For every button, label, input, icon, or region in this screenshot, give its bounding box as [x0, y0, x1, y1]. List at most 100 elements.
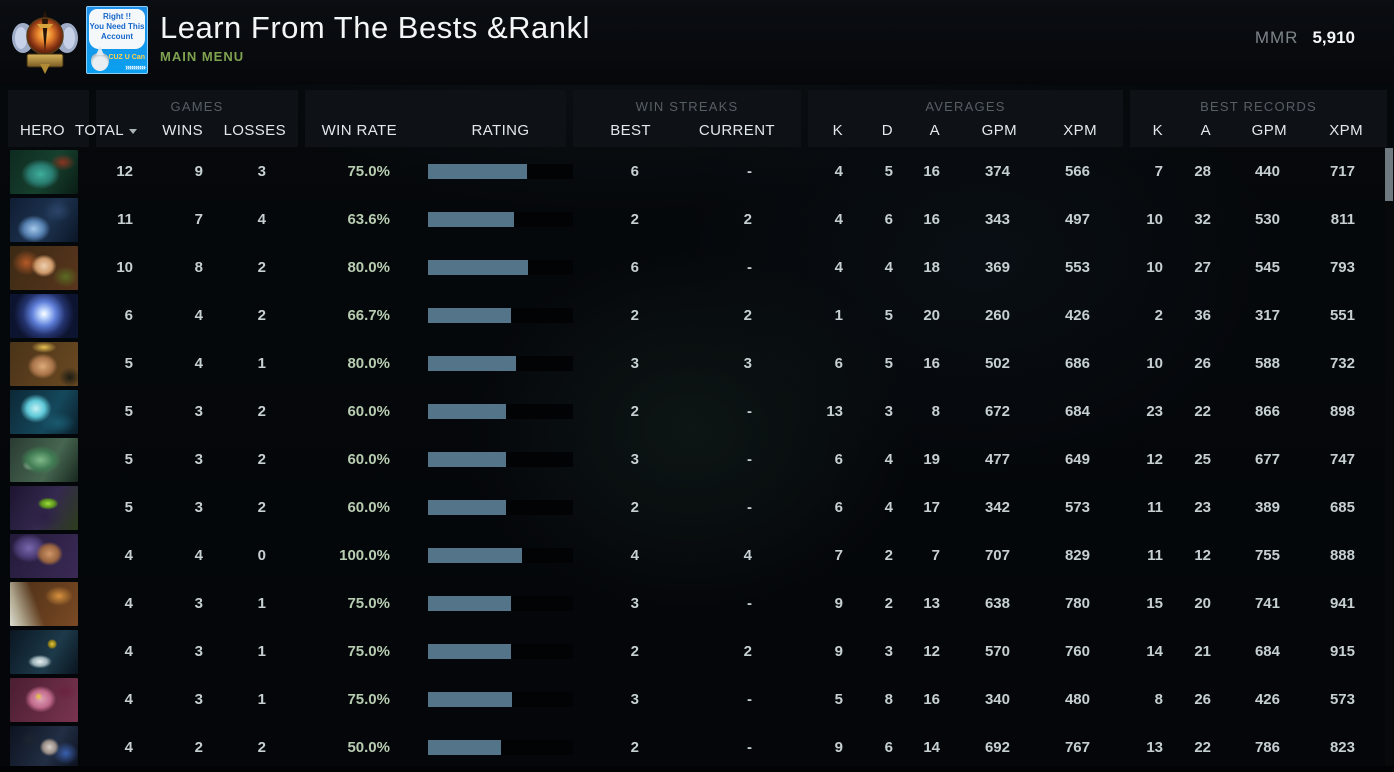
hero-row[interactable]: 5 3 2 60.0% 3 - 6 4 19 477 649 12 25 677… [0, 436, 1394, 484]
cell-losses: 4 [257, 211, 266, 228]
column-header-wins[interactable]: WINS [162, 122, 203, 139]
cell-streak-current: - [747, 691, 752, 708]
cell-streak-current: 2 [743, 643, 752, 660]
hero-row[interactable]: 4 3 1 75.0% 3 - 5 8 16 340 480 8 26 426 … [0, 676, 1394, 724]
scrollbar-track[interactable] [1385, 148, 1393, 772]
column-header-avg-xpm[interactable]: XPM [1063, 122, 1097, 139]
main-menu-label: MAIN MENU [160, 49, 245, 64]
column-header-rec-k[interactable]: K [1152, 122, 1163, 139]
cell-avg-a: 17 [923, 499, 940, 516]
cell-rec-k: 10 [1146, 259, 1163, 276]
cell-rec-xpm: 747 [1329, 451, 1355, 468]
cell-rec-gpm: 545 [1254, 259, 1280, 276]
top-bar: Right !! You Need This Account CUZ U Can… [0, 0, 1394, 85]
cell-winrate: 63.6% [347, 211, 390, 228]
cell-avg-a: 13 [923, 595, 940, 612]
cell-avg-gpm: 570 [984, 643, 1010, 660]
cell-rec-xpm: 732 [1329, 355, 1355, 372]
cell-avg-d: 6 [884, 211, 893, 228]
hero-row[interactable]: 11 7 4 63.6% 2 2 4 6 16 343 497 10 32 53… [0, 196, 1394, 244]
sort-caret-icon [129, 128, 137, 134]
rating-bar-fill [428, 260, 529, 275]
cell-avg-gpm: 692 [984, 739, 1010, 756]
column-header-avg-gpm[interactable]: GPM [981, 122, 1017, 139]
rating-bar [428, 740, 573, 755]
cell-rec-gpm: 755 [1254, 547, 1280, 564]
cell-rec-xpm: 888 [1329, 547, 1355, 564]
column-header-winrate[interactable]: WIN RATE [321, 122, 397, 139]
column-header-losses[interactable]: LOSSES [223, 122, 286, 139]
hero-portrait-juggernaut [10, 150, 78, 194]
hero-row[interactable]: 4 4 0 100.0% 4 4 7 2 7 707 829 11 12 755… [0, 532, 1394, 580]
column-header-avg-k[interactable]: K [832, 122, 843, 139]
column-header-avg-d[interactable]: D [881, 122, 893, 139]
cell-rec-xpm: 811 [1330, 211, 1355, 228]
column-header-hero[interactable]: HERO [20, 122, 65, 139]
cell-avg-k: 13 [826, 403, 843, 420]
column-header-best[interactable]: BEST [610, 122, 651, 139]
mmr-label: MMR [1254, 28, 1299, 47]
cell-avg-k: 4 [834, 259, 843, 276]
column-header-total[interactable]: TOTAL [63, 122, 137, 139]
cell-losses: 1 [257, 691, 266, 708]
cell-avg-gpm: 369 [984, 259, 1010, 276]
cell-streak-current: 2 [743, 307, 752, 324]
cell-avg-gpm: 638 [984, 595, 1010, 612]
cell-rec-a: 32 [1194, 211, 1211, 228]
column-header-rec-a[interactable]: A [1200, 122, 1211, 139]
hero-row[interactable]: 4 3 1 75.0% 3 - 9 2 13 638 780 15 20 741… [0, 580, 1394, 628]
hero-row[interactable]: 4 3 1 75.0% 2 2 9 3 12 570 760 14 21 684… [0, 628, 1394, 676]
rating-bar-fill [428, 596, 511, 611]
cell-losses: 2 [257, 307, 266, 324]
cell-streak-current: - [747, 595, 752, 612]
hero-portrait-anti-mage [10, 534, 78, 578]
rating-bar-fill [428, 308, 511, 323]
hero-row[interactable]: 10 8 2 80.0% 6 - 4 4 18 369 553 10 27 54… [0, 244, 1394, 292]
cell-avg-k: 9 [834, 739, 843, 756]
column-header-rec-xpm[interactable]: XPM [1329, 122, 1363, 139]
header-panel-games: GAMES [96, 90, 298, 147]
column-header-current[interactable]: CURRENT [698, 122, 775, 139]
scrollbar-thumb[interactable] [1385, 148, 1393, 201]
hero-row[interactable]: 6 4 2 66.7% 2 2 1 5 20 260 426 2 36 317 … [0, 292, 1394, 340]
cell-streak-best: 3 [630, 451, 639, 468]
cell-rec-gpm: 530 [1254, 211, 1280, 228]
hero-row[interactable]: 5 3 2 60.0% 2 - 13 3 8 672 684 23 22 866… [0, 388, 1394, 436]
mmr-value: 5,910 [1312, 28, 1355, 47]
cell-wins: 4 [194, 547, 203, 564]
cell-avg-a: 8 [931, 403, 940, 420]
rating-bar [428, 212, 573, 227]
hero-row[interactable]: 12 9 3 75.0% 6 - 4 5 16 374 566 7 28 440… [0, 148, 1394, 196]
hero-portrait-naga-siren [10, 678, 78, 722]
cell-losses: 1 [257, 355, 266, 372]
cell-total: 11 [117, 211, 133, 228]
cell-winrate: 60.0% [347, 499, 390, 516]
cell-avg-gpm: 260 [984, 307, 1010, 324]
cell-avg-d: 4 [884, 451, 893, 468]
cell-rec-k: 11 [1147, 499, 1163, 516]
cell-avg-gpm: 340 [984, 691, 1010, 708]
cell-streak-best: 6 [630, 259, 639, 276]
hero-row[interactable]: 4 2 2 50.0% 2 - 9 6 14 692 767 13 22 786… [0, 724, 1394, 772]
cell-rec-a: 21 [1194, 643, 1211, 660]
profile-avatar[interactable]: Right !! You Need This Account CUZ U Can… [86, 6, 148, 74]
column-header-rating[interactable]: RATING [471, 122, 530, 139]
cell-avg-a: 16 [923, 211, 940, 228]
cell-winrate: 50.0% [347, 739, 390, 756]
cell-winrate: 75.0% [347, 163, 390, 180]
rating-bar [428, 404, 573, 419]
cell-rec-k: 7 [1154, 163, 1163, 180]
table-header: HERO GAMES TOTAL WINS LOSSES WIN RATE RA… [0, 90, 1394, 147]
avatar-speech-bubble: Right !! You Need This Account [89, 9, 145, 49]
column-header-rec-gpm[interactable]: GPM [1251, 122, 1287, 139]
cell-rec-xpm: 941 [1329, 595, 1355, 612]
hero-row[interactable]: 5 3 2 60.0% 2 - 6 4 17 342 573 11 23 389… [0, 484, 1394, 532]
cell-rec-gpm: 426 [1254, 691, 1280, 708]
cell-avg-d: 3 [884, 643, 893, 660]
cell-winrate: 100.0% [339, 547, 390, 564]
cell-winrate: 75.0% [347, 643, 390, 660]
avatar-text-line3: Account [101, 32, 133, 41]
hero-row[interactable]: 5 4 1 80.0% 3 3 6 5 16 502 686 10 26 588… [0, 340, 1394, 388]
cell-rec-k: 23 [1146, 403, 1163, 420]
column-header-avg-a[interactable]: A [929, 122, 940, 139]
